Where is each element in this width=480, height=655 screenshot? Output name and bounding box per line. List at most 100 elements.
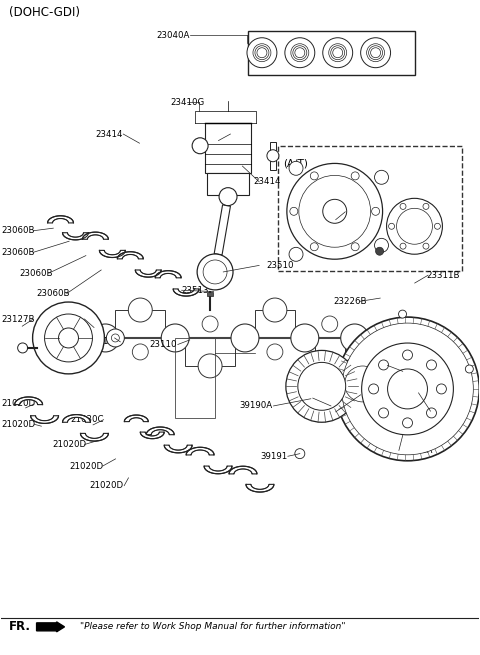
Text: (DOHC-GDI): (DOHC-GDI) xyxy=(9,6,80,19)
Bar xyxy=(207,291,213,295)
Circle shape xyxy=(91,324,120,352)
Text: 21020D: 21020D xyxy=(1,400,36,409)
Circle shape xyxy=(18,343,28,353)
Circle shape xyxy=(372,208,380,215)
Polygon shape xyxy=(81,434,108,441)
Text: 21020D: 21020D xyxy=(69,462,103,470)
Circle shape xyxy=(400,243,406,249)
Circle shape xyxy=(289,161,303,176)
Circle shape xyxy=(374,238,388,252)
Circle shape xyxy=(361,343,454,435)
Polygon shape xyxy=(99,250,125,257)
Circle shape xyxy=(267,150,279,162)
Polygon shape xyxy=(62,233,88,240)
Circle shape xyxy=(289,248,303,261)
Text: 23510: 23510 xyxy=(267,261,294,270)
Circle shape xyxy=(45,314,93,362)
Circle shape xyxy=(387,369,428,409)
Circle shape xyxy=(231,324,259,352)
Circle shape xyxy=(341,324,369,352)
Circle shape xyxy=(310,172,318,180)
Text: 23131: 23131 xyxy=(93,337,120,346)
Polygon shape xyxy=(255,310,295,338)
Circle shape xyxy=(427,408,436,418)
Text: 23412: 23412 xyxy=(225,130,252,138)
Circle shape xyxy=(345,366,381,402)
Circle shape xyxy=(403,418,412,428)
Circle shape xyxy=(161,324,189,352)
Text: 23060B: 23060B xyxy=(19,269,52,278)
Text: 23311B: 23311B xyxy=(427,271,460,280)
Bar xyxy=(270,141,276,170)
Circle shape xyxy=(310,243,318,251)
Bar xyxy=(248,31,416,75)
Bar xyxy=(207,173,249,195)
Polygon shape xyxy=(15,397,43,405)
Circle shape xyxy=(33,302,104,374)
Circle shape xyxy=(202,316,218,332)
Bar xyxy=(175,338,215,418)
Text: 23414: 23414 xyxy=(96,130,123,138)
Text: 23212: 23212 xyxy=(331,407,359,417)
Circle shape xyxy=(423,243,429,249)
Circle shape xyxy=(351,243,359,251)
Circle shape xyxy=(322,316,338,332)
Circle shape xyxy=(398,310,407,318)
Circle shape xyxy=(374,170,388,184)
Circle shape xyxy=(351,172,359,180)
Circle shape xyxy=(369,384,379,394)
Polygon shape xyxy=(124,415,148,422)
Circle shape xyxy=(379,360,388,370)
Polygon shape xyxy=(229,466,257,474)
Text: 23311A: 23311A xyxy=(399,446,432,455)
Circle shape xyxy=(342,323,473,455)
Text: 21020D: 21020D xyxy=(52,440,86,449)
Circle shape xyxy=(386,198,443,254)
Circle shape xyxy=(465,365,473,373)
Text: 21020D: 21020D xyxy=(90,481,124,490)
Circle shape xyxy=(335,356,391,412)
Circle shape xyxy=(389,223,395,229)
Polygon shape xyxy=(140,432,164,439)
Text: 21020D: 21020D xyxy=(1,420,36,429)
Polygon shape xyxy=(62,415,90,422)
Circle shape xyxy=(59,328,78,348)
Circle shape xyxy=(267,344,283,360)
Circle shape xyxy=(290,208,298,215)
Polygon shape xyxy=(117,252,144,259)
Circle shape xyxy=(107,329,124,347)
Text: 23414: 23414 xyxy=(253,178,281,186)
Circle shape xyxy=(336,317,480,460)
Circle shape xyxy=(132,344,148,360)
Circle shape xyxy=(299,176,371,247)
Polygon shape xyxy=(246,484,274,492)
Circle shape xyxy=(376,247,384,255)
Text: 23211B: 23211B xyxy=(321,208,354,216)
Text: 23226B: 23226B xyxy=(333,297,367,306)
Circle shape xyxy=(323,199,347,223)
Text: 23060B: 23060B xyxy=(1,248,35,257)
Circle shape xyxy=(360,38,391,67)
Text: (A/T): (A/T) xyxy=(283,159,308,168)
Text: 23127B: 23127B xyxy=(1,314,35,324)
Polygon shape xyxy=(204,466,232,474)
Circle shape xyxy=(298,362,346,410)
Circle shape xyxy=(111,334,120,342)
Text: FR.: FR. xyxy=(9,620,31,633)
Polygon shape xyxy=(186,447,214,455)
Polygon shape xyxy=(83,232,108,239)
Text: 23124B: 23124B xyxy=(54,314,88,324)
Polygon shape xyxy=(31,416,59,423)
Polygon shape xyxy=(164,445,192,453)
Circle shape xyxy=(203,260,227,284)
Text: 23410G: 23410G xyxy=(170,98,204,107)
Text: 39190A: 39190A xyxy=(240,402,273,411)
Circle shape xyxy=(400,204,406,210)
Text: 23040A: 23040A xyxy=(156,31,190,40)
Circle shape xyxy=(286,350,358,422)
Text: 23513: 23513 xyxy=(181,286,209,295)
Polygon shape xyxy=(115,310,165,338)
Polygon shape xyxy=(155,271,181,278)
Circle shape xyxy=(396,208,432,244)
Polygon shape xyxy=(185,338,235,366)
